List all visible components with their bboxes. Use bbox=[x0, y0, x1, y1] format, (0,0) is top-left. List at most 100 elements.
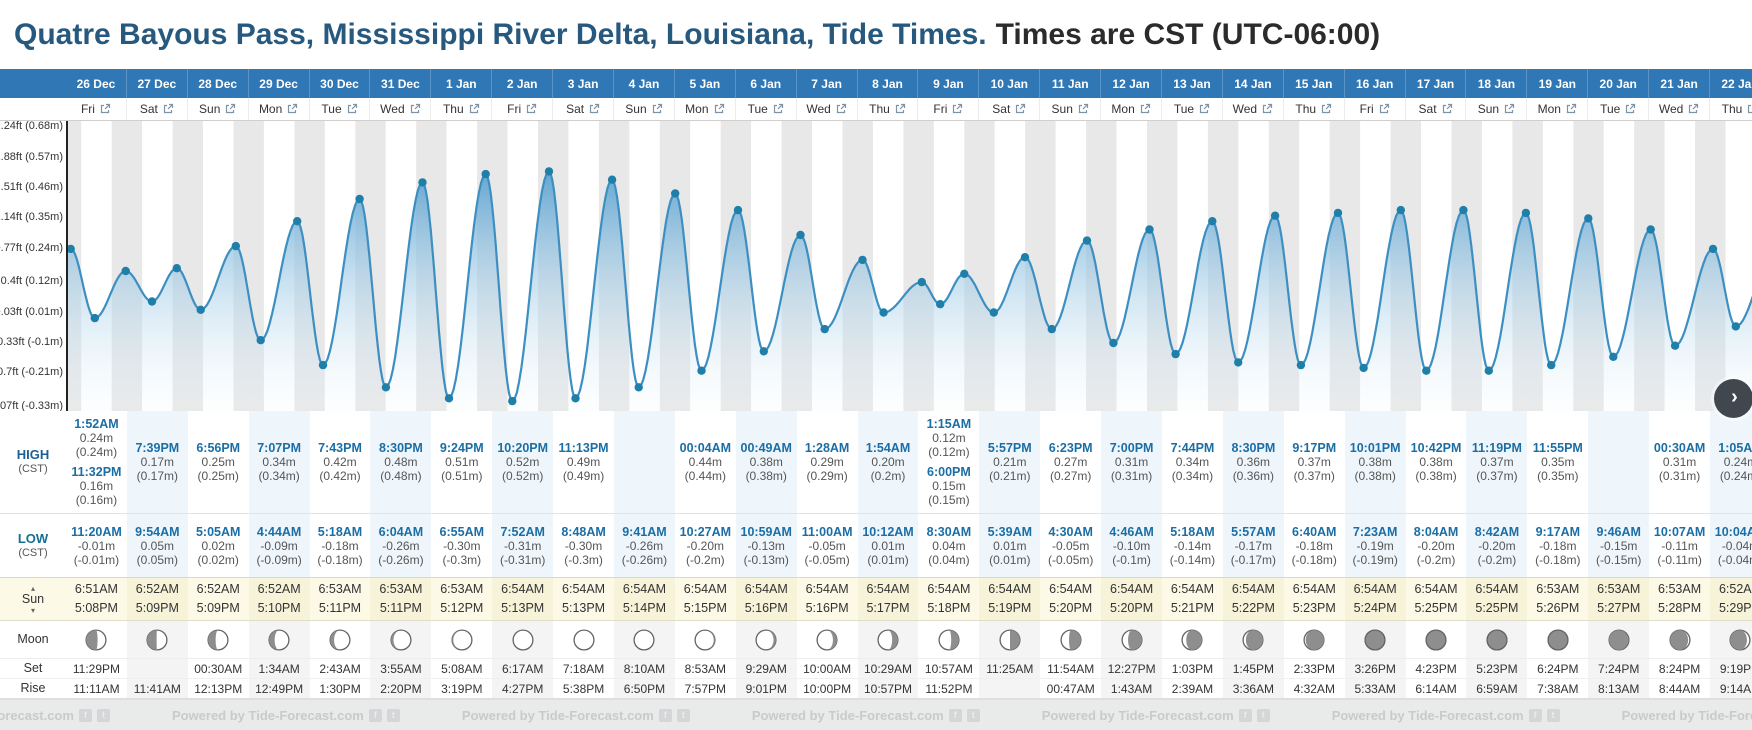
open-day-icon[interactable] bbox=[651, 103, 663, 115]
open-day-icon[interactable] bbox=[1198, 103, 1210, 115]
tide-height: 0.37m bbox=[1297, 455, 1331, 469]
open-day-icon[interactable] bbox=[162, 103, 174, 115]
weekday-cell[interactable]: Mon bbox=[675, 98, 736, 120]
tide-extreme-dot bbox=[231, 241, 240, 251]
weekday-cell[interactable]: Sun bbox=[1466, 98, 1528, 120]
open-day-icon[interactable] bbox=[835, 103, 847, 115]
open-day-icon[interactable] bbox=[286, 103, 298, 115]
date-cell: 22 Jan bbox=[1710, 69, 1752, 98]
moonrise-time-cell: 3:36AM bbox=[1222, 679, 1284, 698]
open-day-icon[interactable] bbox=[525, 103, 537, 115]
weekday-cell[interactable]: Wed bbox=[1223, 98, 1284, 120]
open-day-icon[interactable] bbox=[409, 103, 421, 115]
sunset-time: 5:18PM bbox=[927, 601, 971, 615]
open-day-icon[interactable] bbox=[588, 103, 600, 115]
y-axis-labels: 2.24ft (0.68m) 1.88ft (0.57m) 1.51ft (0.46… bbox=[0, 121, 66, 411]
y-axis-label: 2.24ft (0.68m) bbox=[0, 121, 63, 133]
weekday-cell[interactable]: Thu bbox=[858, 98, 919, 120]
weekday-cell[interactable]: Thu bbox=[431, 98, 493, 120]
weekday-cell[interactable]: Sun bbox=[188, 98, 249, 120]
y-axis-label: -1.07ft (-0.33m) bbox=[0, 399, 63, 411]
open-day-icon[interactable] bbox=[346, 103, 358, 115]
tide-height-alt: (0.34m) bbox=[258, 469, 300, 483]
tide-height-alt: (0.21m) bbox=[989, 469, 1031, 483]
tide-extreme-dot bbox=[960, 269, 969, 278]
open-day-icon[interactable] bbox=[1503, 103, 1515, 115]
low-tide-cell: 4:46AM -0.10m (-0.1m) bbox=[1101, 514, 1163, 577]
tide-height-alt: (-0.18m) bbox=[317, 552, 363, 567]
moon-phase-icon bbox=[999, 628, 1021, 651]
low-tide-row: LOW (CST) 11:20AM -0.01m (-0.01m) 9:54AM 0.0… bbox=[0, 514, 1752, 578]
tide-event: 10:12AM 0.01m (0.01m) bbox=[862, 525, 913, 567]
weekday-cell[interactable]: Sun bbox=[614, 98, 675, 120]
scroll-right-button[interactable]: › bbox=[1714, 379, 1752, 418]
open-day-icon[interactable] bbox=[1077, 103, 1089, 115]
open-day-icon[interactable] bbox=[1014, 103, 1026, 115]
weekday-cell[interactable]: Mon bbox=[249, 98, 310, 120]
weekday-cell[interactable]: Fri bbox=[492, 98, 554, 120]
weekday-cell[interactable]: Wed bbox=[797, 98, 858, 120]
open-day-icon[interactable] bbox=[1261, 103, 1273, 115]
weekday-cell[interactable]: Mon bbox=[1527, 98, 1589, 120]
tide-chart[interactable]: 2.24ft (0.68m) 1.88ft (0.57m) 1.51ft (0.46… bbox=[0, 121, 1752, 411]
tide-event: 4:46AM -0.10m (-0.1m) bbox=[1109, 525, 1153, 567]
tide-height: 0.29m bbox=[810, 455, 844, 469]
high-tide-cell: 9:24PM 0.51m (0.51m) bbox=[431, 411, 492, 513]
weekday-cell[interactable]: Sat bbox=[1406, 98, 1467, 120]
open-day-icon[interactable] bbox=[1565, 103, 1577, 115]
open-day-icon[interactable] bbox=[1441, 103, 1453, 115]
sun-label: ▴ Sun ▾ bbox=[0, 578, 66, 620]
weekday-cell[interactable]: Wed bbox=[370, 98, 432, 120]
weekday-cell[interactable]: Tue bbox=[310, 98, 371, 120]
date-cell: 27 Dec bbox=[127, 69, 188, 98]
high-tide-label: HIGH (CST) bbox=[0, 411, 66, 513]
weekday-cell[interactable]: Fri bbox=[918, 98, 980, 120]
tide-height-alt: (0.2m) bbox=[870, 469, 906, 483]
open-day-icon[interactable] bbox=[772, 103, 784, 115]
open-day-icon[interactable] bbox=[1139, 103, 1151, 115]
open-day-icon[interactable] bbox=[224, 103, 236, 115]
weekday-cell[interactable]: Sat bbox=[553, 98, 615, 120]
moon-phase-icon bbox=[573, 628, 595, 651]
open-day-icon[interactable] bbox=[99, 103, 111, 115]
date-cell: 26 Dec bbox=[66, 69, 127, 98]
weekday-cell[interactable]: Thu bbox=[1710, 98, 1752, 120]
open-day-icon[interactable] bbox=[1746, 103, 1752, 115]
open-day-icon[interactable] bbox=[1320, 103, 1332, 115]
sunset-time: 5:17PM bbox=[866, 601, 910, 615]
sun-times-cell: 6:52AM 5:29PM bbox=[1710, 578, 1752, 620]
weekday-cell[interactable]: Wed bbox=[1649, 98, 1711, 120]
open-day-icon[interactable] bbox=[1687, 103, 1699, 115]
weekday-cell[interactable]: Thu bbox=[1284, 98, 1345, 120]
open-day-icon[interactable] bbox=[1624, 103, 1636, 115]
weekday-cell[interactable]: Tue bbox=[736, 98, 797, 120]
tide-height-alt: (-0.3m) bbox=[442, 552, 482, 567]
weekday-cell[interactable]: Sat bbox=[127, 98, 188, 120]
sun-times-cell: 6:53AM 5:27PM bbox=[1588, 578, 1650, 620]
open-day-icon[interactable] bbox=[1378, 103, 1390, 115]
y-axis-label: 1.88ft (0.57m) bbox=[0, 150, 63, 163]
weekday-cell[interactable]: Fri bbox=[66, 98, 127, 120]
tide-time: 7:43PM bbox=[318, 441, 362, 455]
moonset-time-cell: 1:03PM bbox=[1171, 661, 1214, 676]
weekday-cell[interactable]: Fri bbox=[1345, 98, 1406, 120]
moonset-time-cell: 3:26PM bbox=[1344, 659, 1406, 678]
moonrise-time-cell: 4:32AM bbox=[1293, 681, 1335, 696]
weekday-cell[interactable]: Sun bbox=[1040, 98, 1102, 120]
tide-height-alt: (0.31m) bbox=[1658, 469, 1701, 483]
date-cell: 6 Jan bbox=[736, 69, 797, 98]
moonset-time-cell: 8:24PM bbox=[1658, 661, 1701, 676]
open-day-icon[interactable] bbox=[894, 103, 906, 115]
tide-event: 00:49AM 0.38m (0.38m) bbox=[741, 441, 792, 483]
weekday-cell[interactable]: Tue bbox=[1588, 98, 1650, 120]
sunset-time: 5:16PM bbox=[805, 601, 849, 615]
weekday-cell[interactable]: Tue bbox=[1162, 98, 1223, 120]
weekday-cell[interactable]: Sat bbox=[979, 98, 1041, 120]
open-day-icon[interactable] bbox=[468, 103, 480, 115]
open-day-icon[interactable] bbox=[951, 103, 963, 115]
open-day-icon[interactable] bbox=[713, 103, 725, 115]
tide-time: 9:54AM bbox=[135, 524, 180, 539]
tide-time: 7:23AM bbox=[1352, 524, 1398, 539]
high-tide-cell: 11:19PM 0.37m (0.37m) bbox=[1466, 411, 1528, 513]
weekday-cell[interactable]: Mon bbox=[1101, 98, 1163, 120]
